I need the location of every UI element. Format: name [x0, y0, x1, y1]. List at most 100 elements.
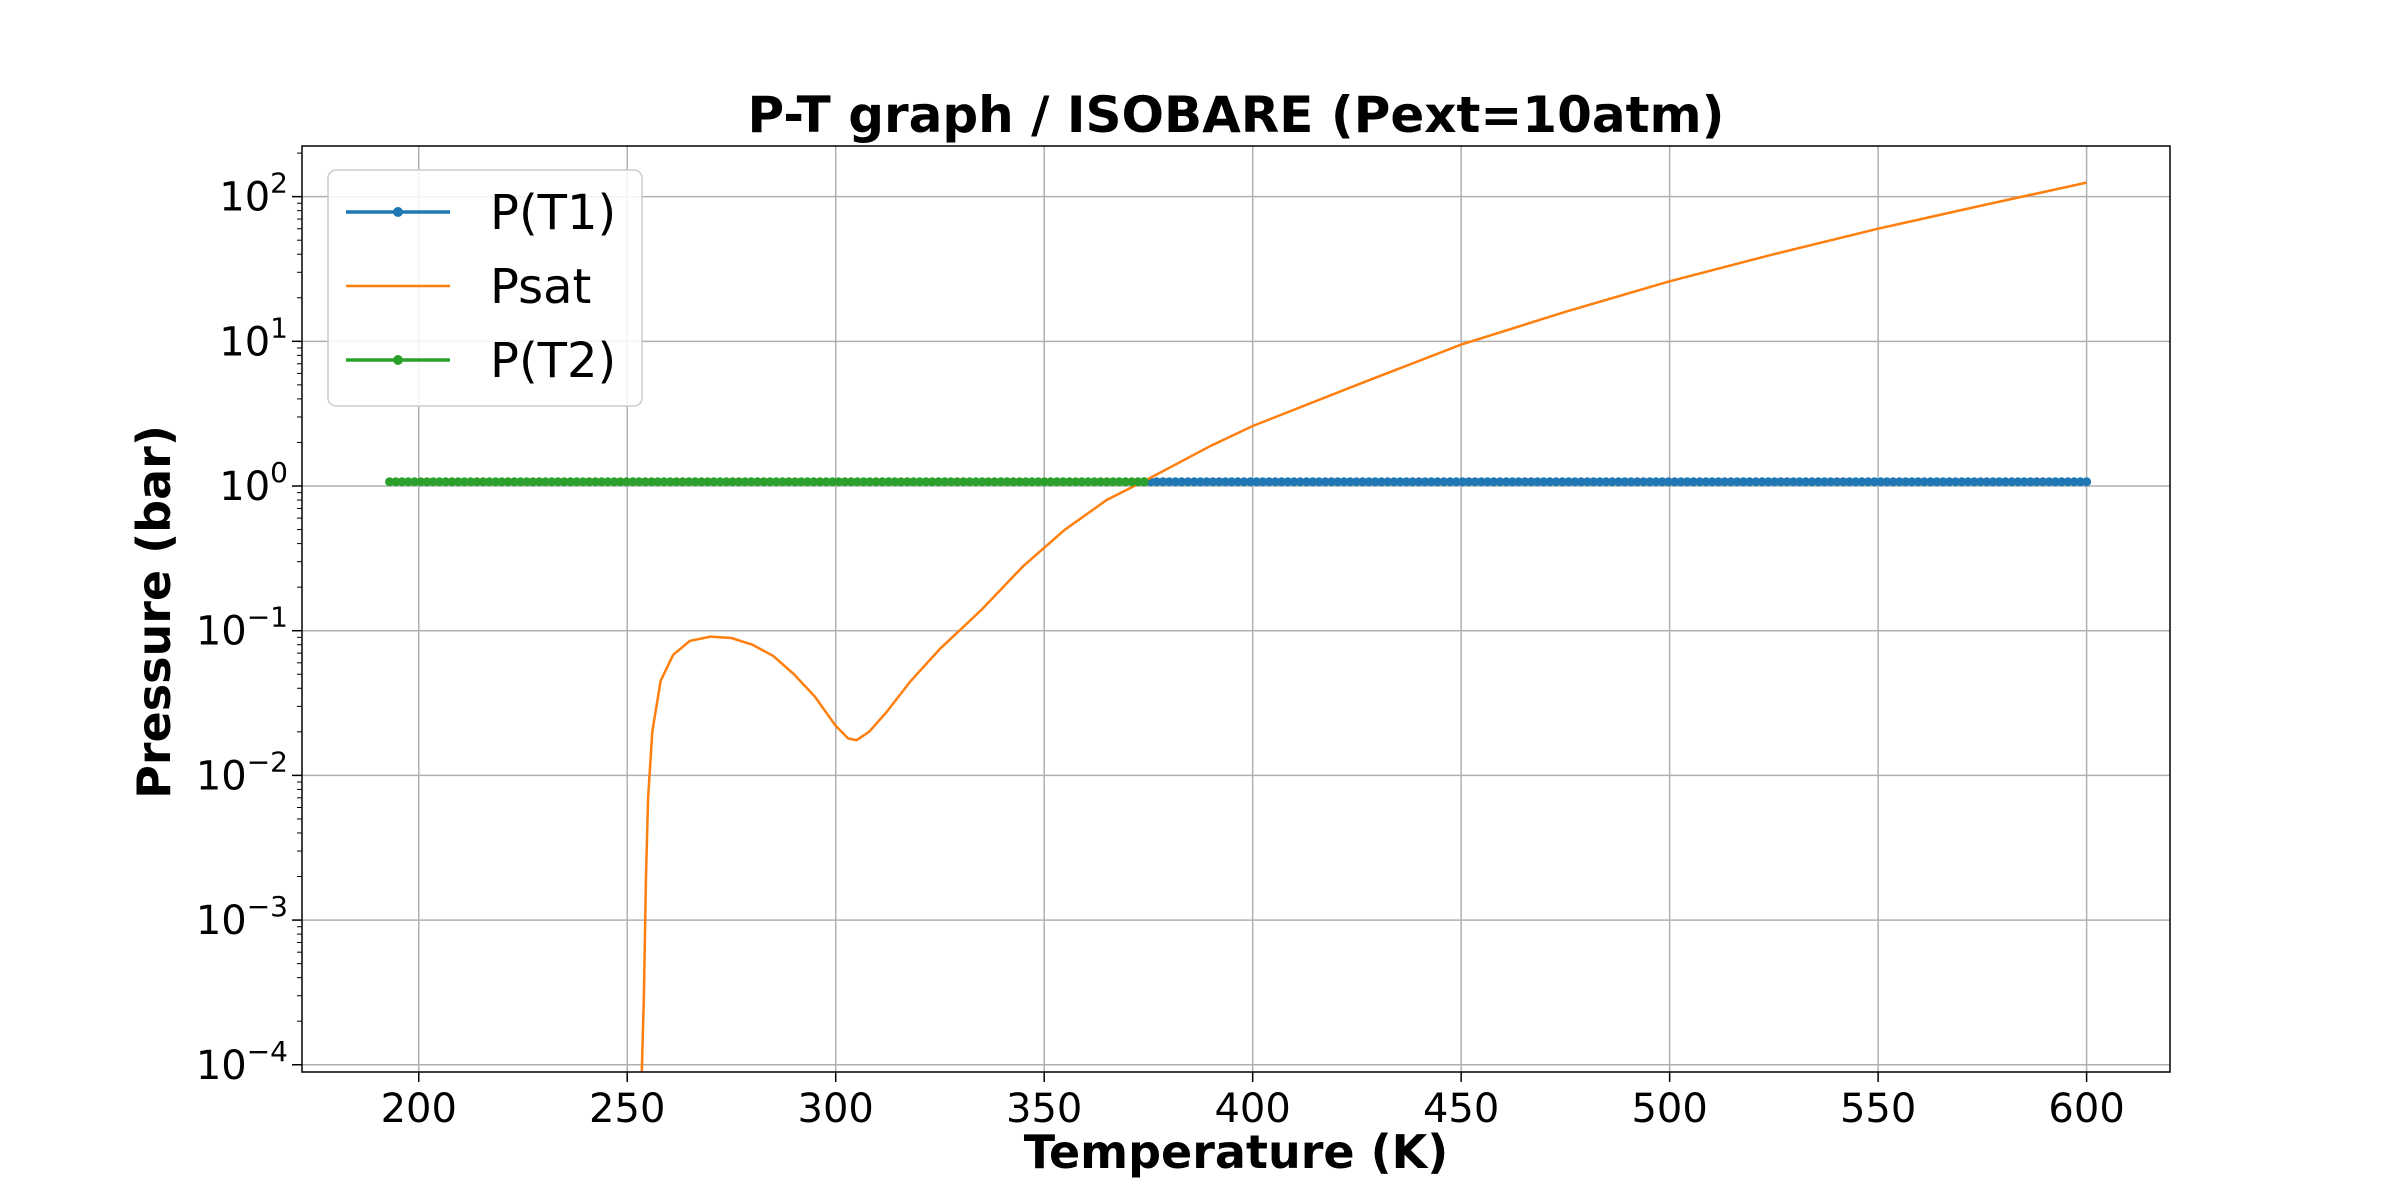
legend-entry: Psat	[346, 259, 591, 315]
series-point	[1077, 477, 1087, 487]
series-point	[1670, 477, 1680, 487]
series-point	[1464, 477, 1474, 487]
series-point	[1501, 477, 1511, 487]
series-point	[796, 477, 806, 487]
x-tick-label: 500	[1631, 1086, 1707, 1132]
series-point	[1514, 477, 1524, 487]
series-point	[1046, 477, 1056, 487]
series-point	[1751, 477, 1761, 487]
series-point	[884, 477, 894, 487]
series-point	[1089, 477, 1099, 487]
series-point	[553, 477, 563, 487]
series-point	[1676, 477, 1686, 487]
series-point	[1795, 477, 1805, 487]
series-point	[778, 477, 788, 487]
series-point	[1426, 477, 1436, 487]
series-point	[721, 477, 731, 487]
series-point	[802, 477, 812, 487]
series-p-t1-	[1139, 477, 2092, 487]
series-point	[1170, 477, 1180, 487]
series-point	[1345, 477, 1355, 487]
series-point	[734, 477, 744, 487]
series-point	[1857, 477, 1867, 487]
x-tick-label: 250	[589, 1086, 665, 1132]
series-point	[1919, 477, 1929, 487]
series-point	[865, 477, 875, 487]
series-point	[1532, 477, 1542, 487]
series-point	[491, 477, 501, 487]
series-point	[540, 477, 550, 487]
series-point	[441, 477, 451, 487]
series-point	[927, 477, 937, 487]
series-point	[2050, 477, 2060, 487]
series-point	[827, 477, 837, 487]
series-point	[497, 477, 507, 487]
series-point	[1932, 477, 1942, 487]
series-point	[1220, 477, 1230, 487]
series-point	[1557, 477, 1567, 487]
series-point	[2032, 477, 2042, 487]
series-point	[790, 477, 800, 487]
series-point	[815, 477, 825, 487]
series-point	[516, 477, 526, 487]
series-point	[528, 477, 538, 487]
series-point	[1339, 477, 1349, 487]
series-point	[1844, 477, 1854, 487]
series-point	[2007, 477, 2017, 487]
legend-marker	[393, 207, 403, 217]
series-point	[771, 477, 781, 487]
series-point	[1888, 477, 1898, 487]
series-point	[1782, 477, 1792, 487]
series-point	[634, 477, 644, 487]
series-point	[2013, 477, 2023, 487]
series-point	[715, 477, 725, 487]
series-point	[1738, 477, 1748, 487]
series-point	[1564, 477, 1574, 487]
series-point	[890, 477, 900, 487]
legend-marker	[393, 355, 403, 365]
series-point	[1052, 477, 1062, 487]
series-point	[1913, 477, 1923, 487]
series-point	[597, 477, 607, 487]
ticks: 200 250 300 350 400 450 500 550 600 102 101 100 10−1…	[196, 152, 2125, 1132]
series-point	[391, 477, 401, 487]
series-point	[565, 477, 575, 487]
series-point	[1476, 477, 1486, 487]
series-point	[1189, 477, 1199, 487]
series-point	[1776, 477, 1786, 487]
series-point	[1033, 477, 1043, 487]
series-point	[1021, 477, 1031, 487]
x-tick-label: 400	[1214, 1086, 1290, 1132]
series-layer	[385, 181, 2092, 1072]
series-point	[1926, 477, 1936, 487]
series-point	[459, 477, 469, 487]
series-point	[509, 477, 519, 487]
series-point	[1663, 477, 1673, 487]
series-point	[1164, 477, 1174, 487]
series-point	[940, 477, 950, 487]
series-point	[1002, 477, 1012, 487]
series-point	[1713, 477, 1723, 487]
y-axis-label: Pressure (bar)	[127, 425, 181, 799]
series-point	[403, 477, 413, 487]
series-point	[1214, 477, 1224, 487]
series-point	[1451, 477, 1461, 487]
series-point	[678, 477, 688, 487]
series-point	[1726, 477, 1736, 487]
series-point	[1495, 477, 1505, 487]
series-point	[821, 477, 831, 487]
series-point	[1039, 477, 1049, 487]
series-point	[503, 477, 513, 487]
series-point	[1064, 477, 1074, 487]
series-point	[1326, 477, 1336, 487]
series-point	[1433, 477, 1443, 487]
legend-label: Psat	[490, 259, 591, 315]
series-point	[653, 477, 663, 487]
legend-entry: P(T2)	[346, 333, 616, 389]
series-point	[1551, 477, 1561, 487]
series-point	[640, 477, 650, 487]
series-point	[1813, 477, 1823, 487]
series-point	[1832, 477, 1842, 487]
series-point	[1838, 477, 1848, 487]
series-point	[2057, 477, 2067, 487]
